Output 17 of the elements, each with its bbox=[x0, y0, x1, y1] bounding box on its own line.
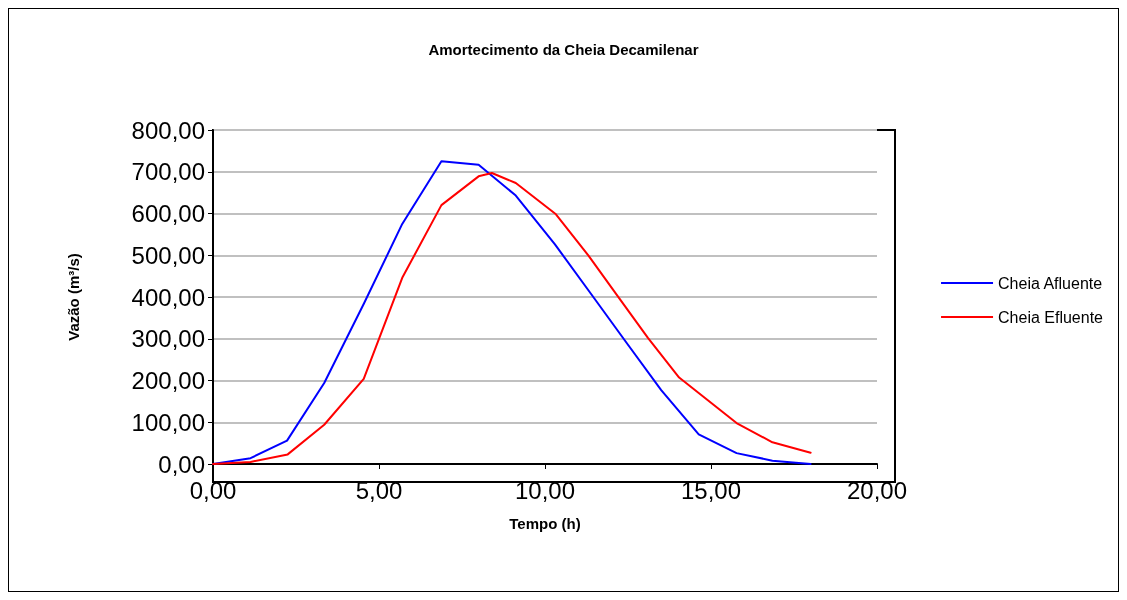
y-tick-label: 700,00 bbox=[131, 158, 205, 186]
y-tick-label: 300,00 bbox=[131, 325, 205, 353]
y-axis-title: Vazão (m³/s) bbox=[65, 253, 82, 341]
y-tick-label: 500,00 bbox=[131, 241, 205, 269]
x-axis-title: Tempo (h) bbox=[509, 515, 581, 532]
chart-title: Amortecimento da Cheia Decamilenar bbox=[428, 41, 699, 58]
y-tick-label: 0,00 bbox=[158, 450, 205, 478]
y-tick-label: 600,00 bbox=[131, 200, 205, 227]
legend-label: Cheia Afluente bbox=[998, 274, 1103, 292]
x-tick-label: 0,00 bbox=[189, 476, 237, 504]
x-tick-label: 10,00 bbox=[514, 476, 576, 504]
x-tick-label: 20,00 bbox=[846, 476, 908, 504]
y-tick-label: 200,00 bbox=[131, 367, 205, 394]
y-tick-label: 400,00 bbox=[131, 283, 205, 311]
legend-label: Cheia Efluente bbox=[998, 308, 1104, 326]
y-tick-label: 100,00 bbox=[131, 408, 205, 436]
y-tick-label: 800,00 bbox=[131, 116, 205, 144]
